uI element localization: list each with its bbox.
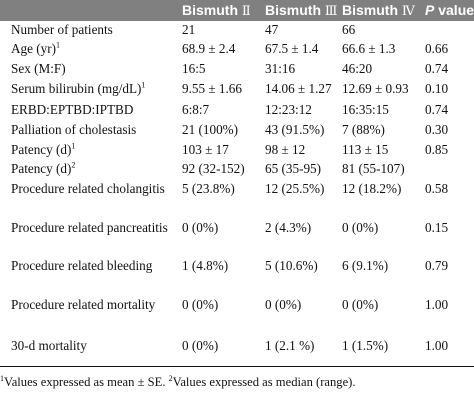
row-label-text: ERBD:EPTBD:IPTBD — [11, 102, 134, 117]
p-value: 0.15 — [425, 220, 449, 235]
p-value: 0.10 — [425, 81, 449, 96]
bismuth-2-value: 21 — [182, 22, 196, 37]
p-value: 0.30 — [425, 122, 449, 137]
row-label-text: 30-d mortality — [11, 338, 87, 353]
row-label: ERBD:EPTBD:IPTBD — [11, 101, 176, 119]
p-value: 0.79 — [425, 258, 449, 273]
bismuth-2-value: 103 ± 17 — [182, 142, 229, 157]
row-label-text: Sex (M:F) — [11, 61, 66, 76]
header-bismuth-2: Bismuth Ⅱ — [182, 2, 251, 18]
row-label-footnote-mark: 2 — [71, 160, 76, 170]
bismuth-2-value: 6:8:7 — [182, 102, 210, 117]
bismuth-2-value: 1 (4.8%) — [182, 258, 229, 273]
table-footnote: 1Values expressed as mean ± SE. 2Values … — [0, 373, 356, 389]
bismuth-4-value: 0 (0%) — [342, 220, 379, 235]
bismuth-4-value: 12 (18.2%) — [342, 181, 402, 196]
bismuth-4-value: 12.69 ± 0.93 — [342, 81, 409, 96]
row-label-text: Procedure related cholangitis — [11, 181, 165, 196]
bismuth-2-value: 5 (23.8%) — [182, 181, 235, 196]
bismuth-2-value: 0 (0%) — [182, 338, 219, 353]
row-label: Procedure related cholangitis — [11, 180, 176, 198]
bismuth-3-value: 1 (2.1 %) — [265, 338, 315, 353]
row-label-text: Serum bilirubin (mg/dL) — [11, 81, 142, 96]
bismuth-4-value: 16:35:15 — [342, 102, 389, 117]
bismuth-2-value: 9.55 ± 1.66 — [182, 81, 242, 96]
bismuth-4-value: 81 (55-107) — [342, 161, 405, 176]
header-bismuth-4: Bismuth Ⅳ — [342, 2, 415, 18]
bismuth-4-value: 46:20 — [342, 61, 373, 76]
row-label: Sex (M:F) — [11, 60, 176, 78]
row-label-text: Patency (d) — [11, 161, 72, 176]
bismuth-2-value: 68.9 ± 2.4 — [182, 41, 236, 56]
bismuth-3-value: 0 (0%) — [265, 297, 302, 312]
bismuth-3-value: 65 (35-95) — [265, 161, 322, 176]
header-bismuth-3: Bismuth Ⅲ — [265, 2, 338, 18]
table-header: Bismuth Ⅱ Bismuth Ⅲ Bismuth Ⅳ P value — [0, 0, 474, 21]
bismuth-2-value: 0 (0%) — [182, 297, 219, 312]
bismuth-3-value: 2 (4.3%) — [265, 220, 312, 235]
row-label: Patency (d)1 — [11, 141, 176, 159]
bismuth-3-value: 5 (10.6%) — [265, 258, 318, 273]
bismuth-4-value: 1 (1.5%) — [342, 338, 389, 353]
bismuth-3-value: 31:16 — [265, 61, 296, 76]
row-label-footnote-mark: 1 — [56, 40, 61, 50]
row-label: Procedure related mortality — [11, 296, 176, 314]
p-value: 0.85 — [425, 142, 449, 157]
bismuth-3-value: 47 — [265, 22, 279, 37]
row-label-text: Procedure related bleeding — [11, 258, 153, 273]
bismuth-2-value: 21 (100%) — [182, 122, 239, 137]
bismuth-4-value: 6 (9.1%) — [342, 258, 389, 273]
p-value: 1.00 — [425, 297, 449, 312]
bismuth-4-value: 66 — [342, 22, 356, 37]
bismuth-4-value: 0 (0%) — [342, 297, 379, 312]
p-value: 0.74 — [425, 61, 449, 76]
bismuth-3-value: 43 (91.5%) — [265, 122, 325, 137]
bismuth-3-value: 67.5 ± 1.4 — [265, 41, 319, 56]
row-label-text: Number of patients — [11, 22, 113, 37]
bismuth-4-value: 113 ± 15 — [342, 142, 389, 157]
bismuth-2-value: 0 (0%) — [182, 220, 219, 235]
bismuth-2-value: 92 (32-152) — [182, 161, 245, 176]
row-label: Procedure related pancreatitis — [11, 219, 176, 237]
row-label-text: Age (yr) — [11, 41, 57, 56]
p-value: 0.58 — [425, 181, 449, 196]
row-label: Number of patients — [11, 21, 176, 39]
row-label: Serum bilirubin (mg/dL)1 — [11, 80, 176, 98]
bismuth-3-value: 12:23:12 — [265, 102, 312, 117]
row-label: Procedure related bleeding — [11, 257, 176, 275]
p-value: 0.66 — [425, 41, 449, 56]
row-label: Age (yr)1 — [11, 40, 176, 58]
p-value: 1.00 — [425, 338, 449, 353]
bismuth-4-value: 7 (88%) — [342, 122, 385, 137]
row-label-footnote-mark: 1 — [71, 141, 76, 151]
bismuth-3-value: 14.06 ± 1.27 — [265, 81, 332, 96]
bismuth-2-value: 16:5 — [182, 61, 206, 76]
row-label-text: Procedure related pancreatitis — [11, 220, 168, 235]
row-label: Palliation of cholestasis — [11, 121, 176, 139]
row-label-footnote-mark: 1 — [141, 80, 146, 90]
row-label-text: Procedure related mortality — [11, 297, 156, 312]
row-label-text: Palliation of cholestasis — [11, 122, 137, 137]
row-label: 30-d mortality — [11, 337, 176, 355]
bismuth-4-value: 66.6 ± 1.3 — [342, 41, 396, 56]
p-value: 0.74 — [425, 102, 449, 117]
row-label: Patency (d)2 — [11, 160, 176, 178]
row-label-text: Patency (d) — [11, 142, 72, 157]
bismuth-3-value: 98 ± 12 — [265, 142, 306, 157]
header-p-value: P value — [425, 2, 474, 18]
bismuth-3-value: 12 (25.5%) — [265, 181, 325, 196]
table-bottom-rule — [0, 366, 474, 367]
